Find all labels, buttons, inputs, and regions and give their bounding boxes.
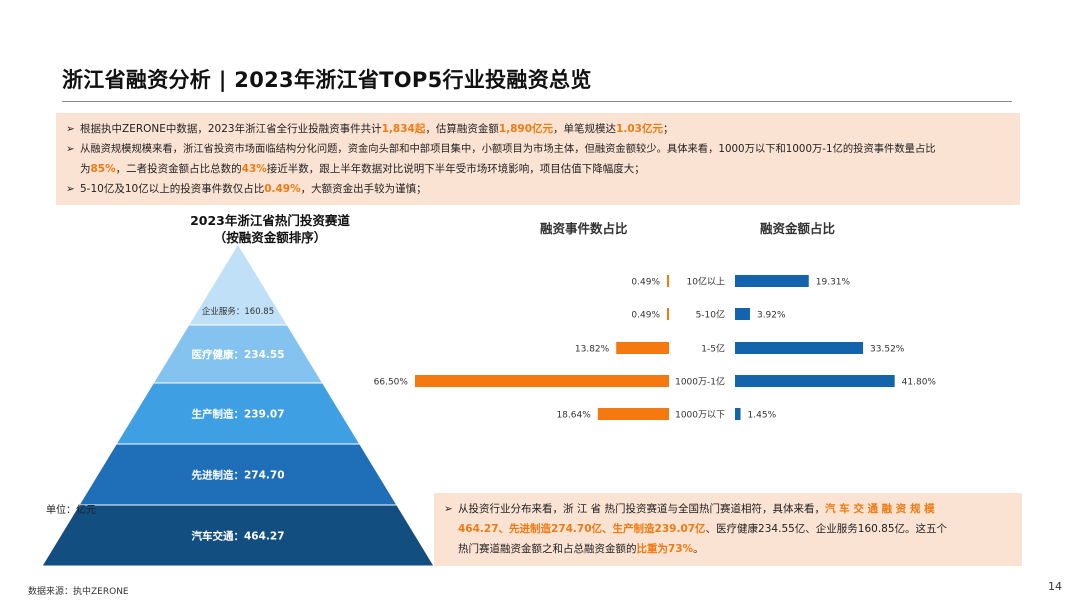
events-share-label: 0.49%: [631, 311, 660, 321]
amount-share-bar: [735, 308, 750, 320]
summary-text: 根据执中ZERONE中数据，2023年浙江省全行业投融资事件共计: [80, 123, 382, 135]
highlight-value: 0.49%: [264, 183, 301, 195]
bullet-arrow-icon: ➢: [66, 123, 75, 135]
conclusion-text: 从投资行业分布来看，浙 江 省 热门投资赛道与全国热门赛道相符，具体来看，: [458, 503, 826, 515]
amount-share-bar: [735, 408, 741, 420]
amount-share-title: 融资金额占比: [760, 221, 836, 236]
summary-line-1: ➢ 根据执中ZERONE中数据，2023年浙江省全行业投融资事件共计1,834起，…: [66, 119, 673, 139]
events-share-label: 66.50%: [374, 378, 409, 388]
summary-line-2: ➢ 从融资规模规模来看，浙江省投资市场面临结构分化问题，资金向头部和中部项目集中，…: [66, 139, 936, 159]
page-number: 14: [1048, 580, 1062, 593]
amount-share-label: 3.92%: [757, 311, 786, 321]
pyramid-level-label: 医疗健康：234.55: [191, 348, 284, 361]
highlight-value: 1.03亿元: [616, 123, 663, 135]
data-source: 数据来源：执中ZERONE: [28, 587, 129, 597]
highlight-value: 比重为73%: [636, 543, 694, 555]
pyramid-level-label: 先进制造：274.70: [191, 469, 284, 482]
highlight-value: 1,834起: [381, 123, 426, 135]
events-share-label: 0.49%: [631, 278, 660, 288]
bullet-arrow-icon: ➢: [66, 143, 75, 155]
category-label: 5-10亿: [696, 309, 725, 321]
events-share-bar: [616, 342, 669, 354]
category-label: 1000万-1亿: [675, 376, 725, 388]
category-label: 1000万以下: [675, 411, 725, 421]
events-share-bar: [414, 375, 669, 387]
summary-line-3: 为85%，二者投资金额占比总数的43%接近半数，跟上半年数据对比说明下半年受市场…: [80, 159, 645, 179]
amount-share-bar: [735, 342, 864, 354]
events-share-label: 13.82%: [575, 345, 610, 355]
amount-share-bar: [735, 375, 895, 387]
highlight-value: 1,890亿元: [498, 123, 554, 135]
page-title: 浙江省融资分析 | 2023年浙江省TOP5行业投融资总览: [62, 68, 592, 92]
amount-share-label: 33.52%: [870, 345, 905, 355]
conclusion-line-2: 464.27、先进制造274.70亿、生产制造239.07亿、医疗健康234.5…: [458, 519, 947, 539]
events-share-label: 18.64%: [556, 411, 591, 421]
conclusion-text: 、医疗健康234.55亿、企业服务160.85亿。这五个: [705, 523, 948, 535]
summary-text: 5-10亿及10亿以上的投资事件数仅占比: [80, 183, 265, 195]
pyramid-level-label: 企业服务：160.85: [202, 306, 274, 317]
summary-text: ，估算融资金额: [425, 123, 499, 135]
conclusion-text: 。: [693, 543, 704, 555]
events-share-title: 融资事件数占比: [540, 221, 628, 236]
pyramid-level-label: 汽车交通：464.27: [191, 530, 284, 543]
summary-text: 为: [80, 163, 91, 175]
conclusion-box: ➢ 从投资行业分布来看，浙 江 省 热门投资赛道与全国热门赛道相符，具体来看，汽 …: [434, 493, 1022, 566]
bullet-arrow-icon: ➢: [444, 503, 453, 515]
summary-text: 从融资规模规模来看，浙江省投资市场面临结构分化问题，资金向头部和中部项目集中，小…: [80, 143, 936, 155]
category-label: 10亿以上: [687, 276, 725, 288]
summary-text: 接近半数，跟上半年数据对比说明下半年受市场环境影响，项目估值下降幅度大；: [266, 163, 645, 175]
pyramid-title: 2023年浙江省热门投资赛道: [190, 213, 350, 228]
pyramid-level: [41, 504, 435, 567]
summary-text: ，单笔规模达: [553, 123, 617, 135]
conclusion-line-3: 热门赛道融资金额之和占总融资金额的比重为73%。: [458, 539, 704, 559]
bullet-arrow-icon: ➢: [66, 183, 75, 195]
pyramid-level-label: 生产制造：239.07: [191, 408, 284, 421]
summary-box: ➢ 根据执中ZERONE中数据，2023年浙江省全行业投融资事件共计1,834起，…: [56, 113, 1020, 205]
title-divider: [62, 101, 1012, 102]
highlight-value: 43%: [241, 163, 267, 175]
events-share-bar: [597, 408, 669, 420]
summary-text: ；: [662, 123, 674, 135]
amount-share-bar: [735, 275, 809, 287]
amount-share-label: 1.45%: [748, 411, 777, 421]
summary-text: ，二者投资金额占比总数的: [115, 163, 242, 175]
pyramid-subtitle: （按融资金额排序）: [213, 230, 327, 245]
events-share-bar: [667, 308, 669, 320]
highlight-value: 464.27、先进制造274.70亿、生产制造239.07亿: [458, 523, 706, 535]
category-label: 1-5亿: [701, 343, 725, 355]
amount-share-label: 41.80%: [902, 378, 937, 388]
summary-text: ，大额资金出手较为谨慎；: [300, 183, 427, 195]
unit-label: 单位：亿元: [46, 505, 96, 516]
highlight-value: 汽 车 交 通 融 资 规 模: [825, 503, 935, 515]
amount-share-label: 19.31%: [816, 278, 851, 288]
conclusion-line-1: ➢ 从投资行业分布来看，浙 江 省 热门投资赛道与全国热门赛道相符，具体来看，汽 …: [444, 499, 935, 519]
summary-line-4: ➢ 5-10亿及10亿以上的投资事件数仅占比0.49%，大额资金出手较为谨慎；: [66, 179, 427, 199]
highlight-value: 85%: [90, 163, 116, 175]
events-share-bar: [667, 275, 669, 287]
conclusion-text: 热门赛道融资金额之和占总融资金额的: [458, 543, 637, 555]
pyramid-chart: 企业服务：160.85 医疗健康：234.55 生产制造：239.07 先进制造：27…: [41, 243, 435, 567]
